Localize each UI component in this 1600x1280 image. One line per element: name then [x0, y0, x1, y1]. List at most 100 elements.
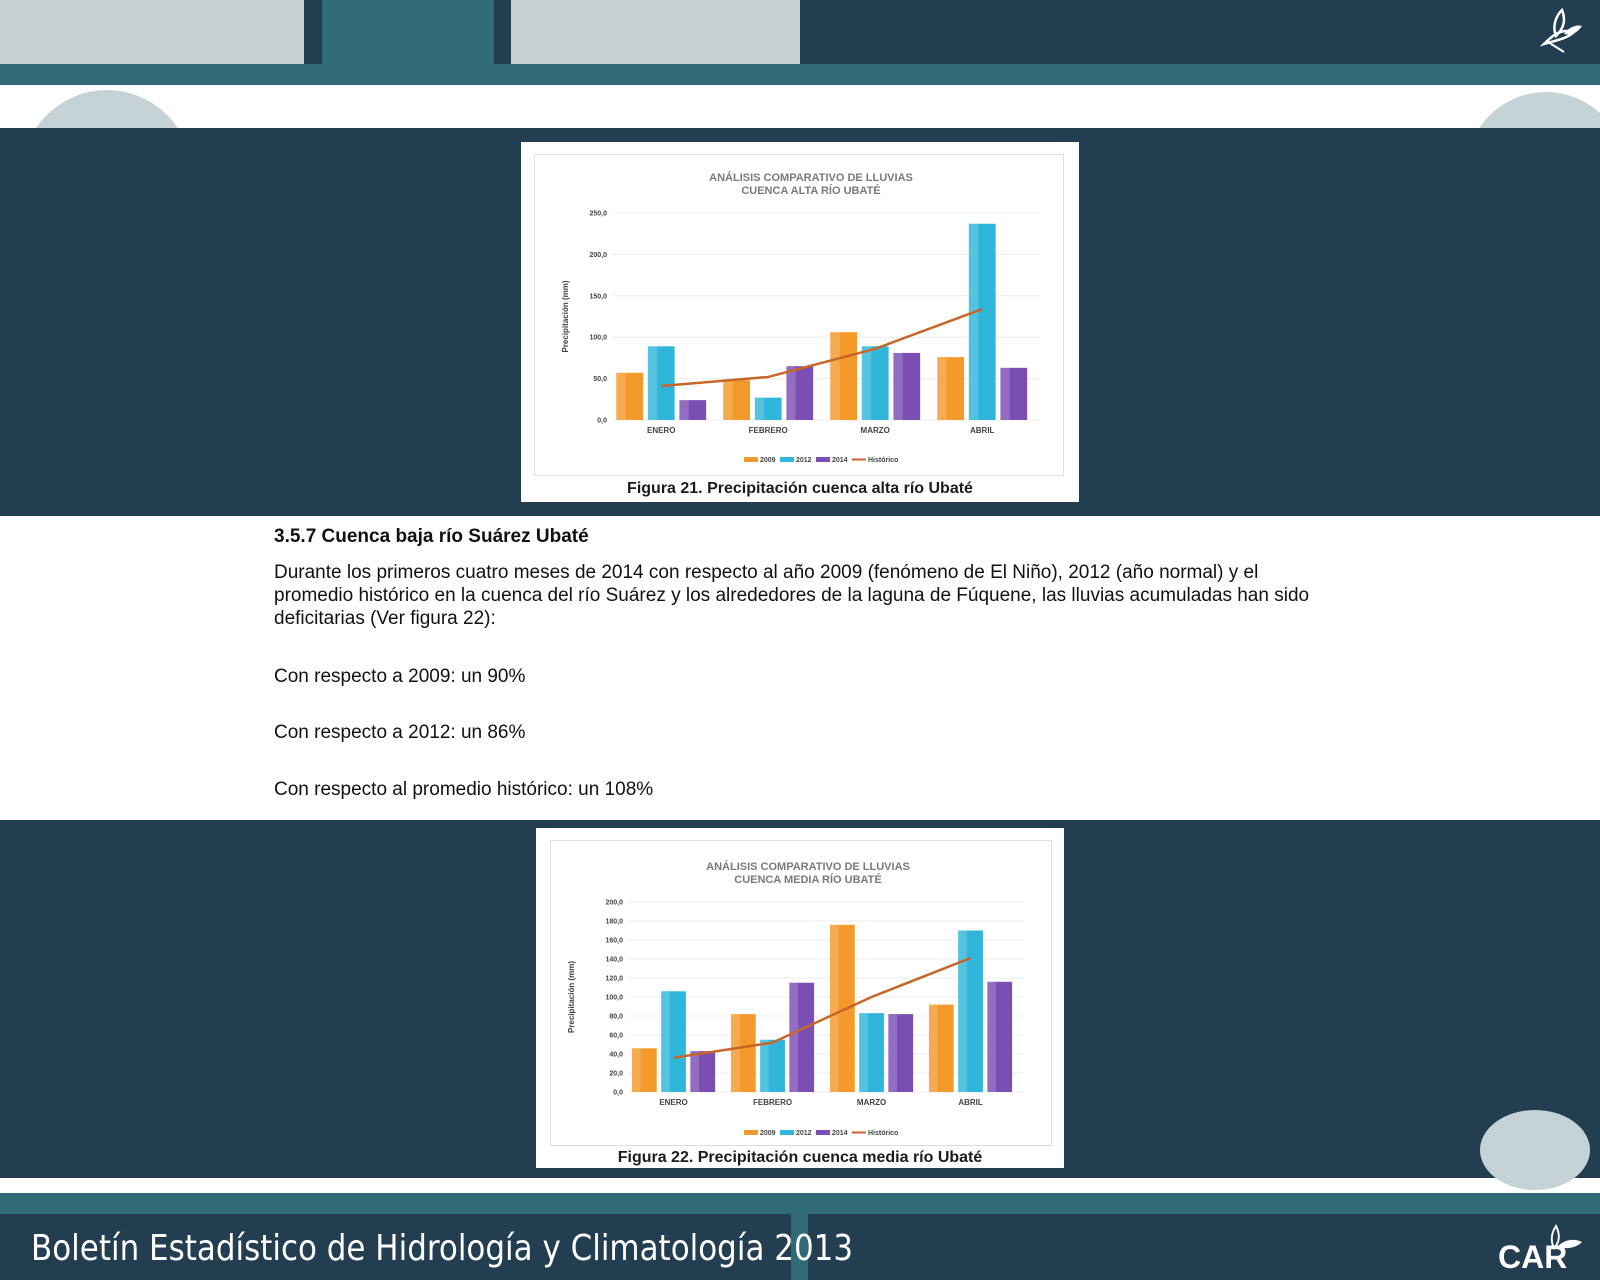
legend-label: 2014: [832, 1130, 848, 1137]
bar-highlight: [861, 346, 872, 420]
legend-swatch-2012: [780, 1130, 794, 1135]
comparison-line-historico: Con respecto al promedio histórico: un 1…: [274, 779, 654, 800]
car-logo: CAR: [1498, 1224, 1582, 1275]
section-paragraph: Durante los primeros cuatro meses de 201…: [274, 562, 1310, 629]
y-tick-label: 0,0: [597, 418, 607, 425]
bar-highlight: [1000, 367, 1010, 420]
figure-caption: Figura 21. Precipitación cuenca alta río…: [627, 480, 973, 497]
category-label: ENERO: [659, 1098, 687, 1107]
bar-highlight: [937, 357, 947, 420]
bar-highlight: [893, 352, 903, 420]
legend-label: 2012: [796, 457, 812, 464]
y-tick-label: 80,0: [609, 1014, 623, 1021]
bar-highlight: [830, 332, 840, 420]
bar-2012-marzo: [861, 346, 889, 420]
bar-highlight: [730, 1014, 740, 1092]
bar-highlight: [786, 366, 796, 420]
category-label: ENERO: [647, 426, 675, 435]
bar-highlight: [647, 346, 658, 420]
bar-highlight: [789, 982, 799, 1092]
bar-2012-abril: [968, 223, 996, 420]
y-tick-label: 180,0: [605, 919, 623, 926]
bar-highlight: [723, 380, 733, 420]
bar-2014-febrero: [789, 982, 815, 1092]
bar-highlight: [690, 1051, 700, 1092]
category-label: FEBRERO: [753, 1098, 792, 1107]
legend-swatch-2012: [780, 457, 794, 462]
comparison-line-2012: Con respecto a 2012: un 86%: [274, 722, 526, 743]
bar-highlight: [888, 1014, 898, 1092]
legend-swatch-2009: [744, 1130, 758, 1135]
bar-highlight: [928, 1004, 938, 1092]
header-tab-1: [0, 0, 304, 64]
section-heading: 3.5.7 Cuenca baja río Suárez Ubaté: [274, 526, 589, 547]
y-tick-label: 0,0: [613, 1090, 623, 1097]
legend-label: Histórico: [868, 457, 898, 464]
bar-2014-abril: [987, 981, 1013, 1092]
bar-2014-marzo: [888, 1014, 914, 1092]
bar-2009-enero: [616, 372, 644, 420]
comparison-line-2009: Con respecto a 2009: un 90%: [274, 666, 526, 687]
category-label: MARZO: [861, 426, 890, 435]
legend-swatch-2009: [744, 457, 758, 462]
y-tick-label: 100,0: [605, 995, 623, 1002]
figure-caption: Figura 22. Precipitación cuenca media rí…: [617, 1149, 983, 1166]
y-tick-label: 20,0: [609, 1071, 623, 1078]
category-label: FEBRERO: [749, 426, 788, 435]
bar-highlight: [679, 400, 689, 420]
bar-2014-enero: [679, 400, 707, 420]
y-tick-label: 200,0: [589, 252, 607, 259]
bar-highlight: [616, 372, 626, 420]
bar-2009-enero: [631, 1048, 657, 1092]
figure-21: ANÁLISIS COMPARATIVO DE LLUVIAS CUENCA AL…: [521, 142, 1079, 502]
bar-highlight: [661, 991, 670, 1092]
figure-22: ANÁLISIS COMPARATIVO DE LLUVIAS CUENCA ME…: [536, 828, 1064, 1168]
legend-label: Histórico: [868, 1130, 898, 1137]
bar-2014-abril: [1000, 367, 1028, 420]
chart-title: ANÁLISIS COMPARATIVO DE LLUVIAS: [706, 860, 910, 873]
bar-2009-abril: [928, 1004, 954, 1092]
bar-2009-marzo: [830, 332, 858, 420]
y-tick-label: 150,0: [589, 293, 607, 300]
bar-highlight: [754, 397, 765, 420]
legend-label: 2009: [760, 457, 776, 464]
bar-2014-marzo: [893, 352, 921, 420]
legend-swatch-2014: [816, 457, 830, 462]
car-logo-text: CAR: [1498, 1239, 1567, 1275]
legend-label: 2009: [760, 1130, 776, 1137]
bar-2012-febrero: [754, 397, 782, 420]
bar-highlight: [631, 1048, 641, 1092]
y-tick-label: 200,0: [605, 900, 623, 907]
header-tab-3: [511, 0, 800, 64]
bar-2014-enero: [690, 1051, 716, 1092]
y-tick-label: 140,0: [605, 957, 623, 964]
chart-frame: [534, 154, 1064, 476]
footer-divider: [791, 1214, 808, 1280]
historico-line: [661, 307, 983, 388]
header-tab-2: [322, 0, 494, 64]
y-axis-label: Precipitación (mm): [561, 280, 570, 352]
category-label: ABRIL: [970, 426, 995, 435]
chart-frame: [550, 840, 1052, 1146]
bar-highlight: [859, 1013, 868, 1092]
bar-2009-abril: [937, 357, 965, 420]
chart-title: ANÁLISIS COMPARATIVO DE LLUVIAS: [709, 171, 913, 184]
y-tick-label: 120,0: [605, 976, 623, 983]
legend-label: 2012: [796, 1130, 812, 1137]
chart-title: CUENCA ALTA RÍO UBATÉ: [741, 184, 880, 197]
decorative-arc: [1480, 1110, 1590, 1190]
chart-title: CUENCA MEDIA RÍO UBATÉ: [734, 873, 881, 886]
bar-highlight: [760, 1039, 769, 1092]
legend-swatch-2014: [816, 1130, 830, 1135]
historico-line: [673, 956, 971, 1060]
bar-2012-marzo: [859, 1013, 884, 1092]
y-tick-label: 250,0: [589, 211, 607, 218]
butterfly-logo-icon: [1539, 7, 1582, 53]
bar-2012-febrero: [760, 1039, 785, 1092]
y-tick-label: 100,0: [589, 335, 607, 342]
y-tick-label: 160,0: [605, 938, 623, 945]
bar-highlight: [958, 930, 967, 1092]
category-label: MARZO: [857, 1098, 886, 1107]
